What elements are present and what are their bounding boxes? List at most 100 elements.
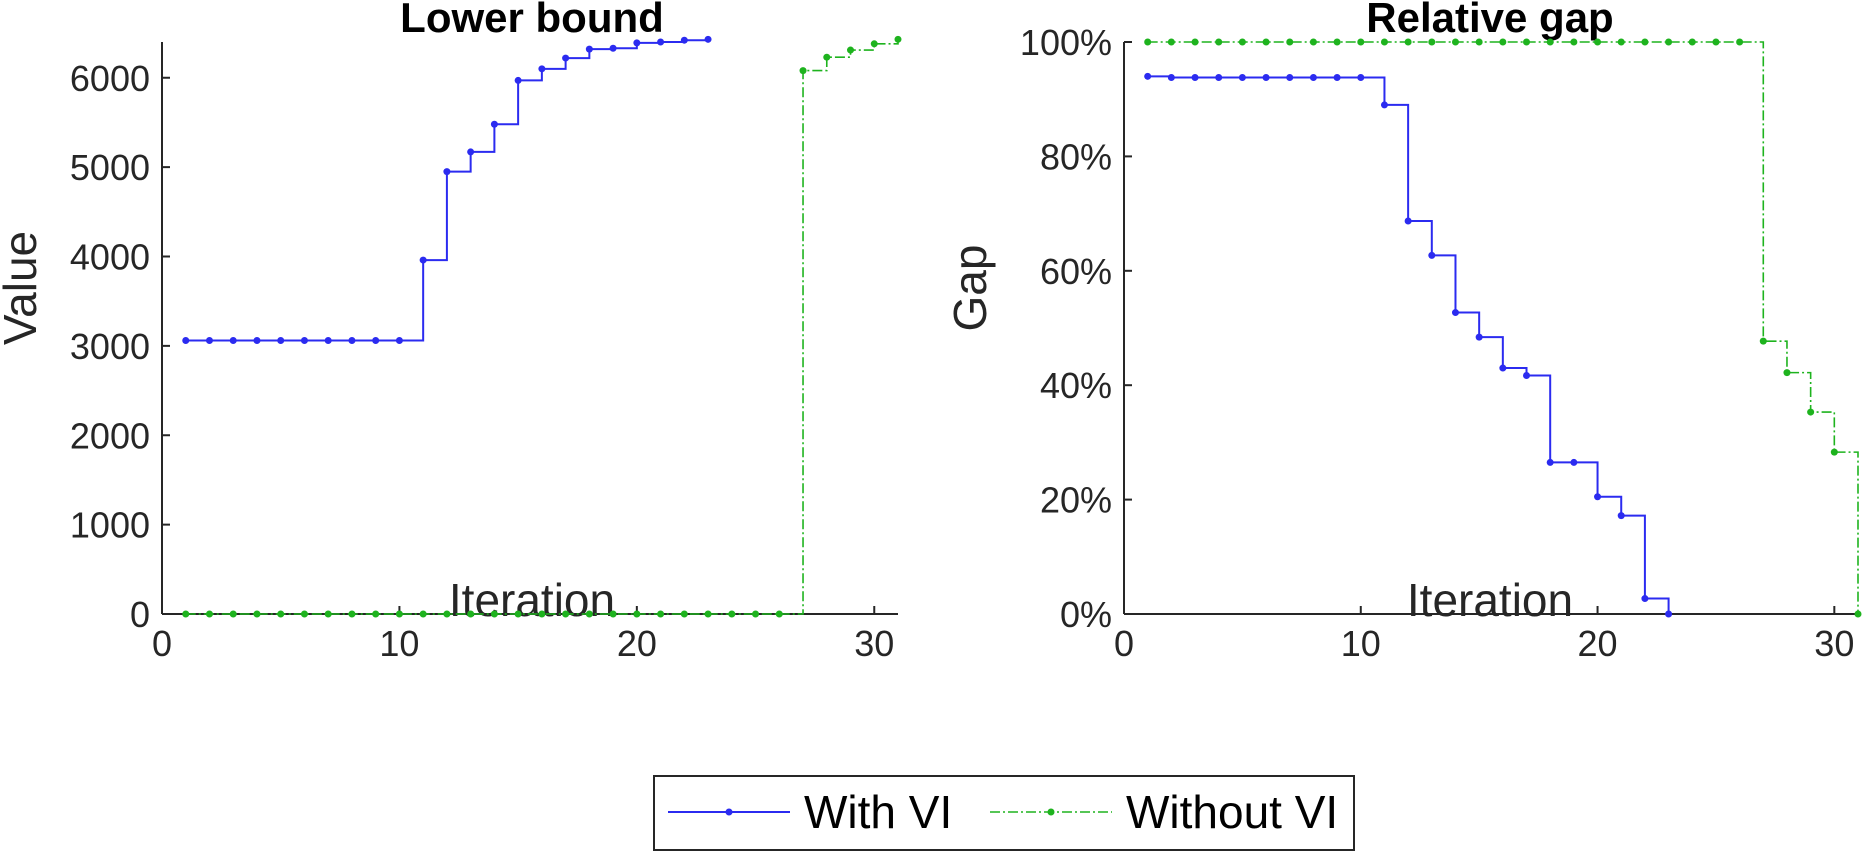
relative-gap-chart: Relative gap Iteration Gap 0 10 20 30 0% 20% 4… xyxy=(944,0,1862,664)
legend-label-with-vi: With VI xyxy=(804,786,952,838)
data-point-with-vi xyxy=(704,35,712,43)
y-tick-label: 6000 xyxy=(70,58,150,99)
data-point-with-vi xyxy=(1594,493,1602,501)
data-point-with-vi xyxy=(253,337,261,345)
data-point-with-vi xyxy=(490,120,498,128)
data-point-with-vi xyxy=(1286,73,1294,81)
data-point-with-vi xyxy=(1641,595,1649,603)
series-line-with-vi xyxy=(1147,75,1670,614)
x-tick-label: 10 xyxy=(1341,623,1381,664)
data-point-without-vi xyxy=(1570,38,1578,46)
data-point-without-vi xyxy=(752,610,760,618)
data-point-without-vi xyxy=(1688,38,1696,46)
y-tick-label: 80% xyxy=(1040,136,1112,177)
data-point-without-vi xyxy=(847,46,855,54)
data-point-with-vi xyxy=(182,337,190,345)
data-point-with-vi xyxy=(1404,217,1412,225)
data-point-without-vi xyxy=(395,610,403,618)
data-point-without-vi xyxy=(1380,38,1388,46)
data-point-without-vi xyxy=(1262,38,1270,46)
data-point-with-vi xyxy=(1475,333,1483,341)
data-point-with-vi xyxy=(395,337,403,345)
data-point-without-vi xyxy=(1309,38,1317,46)
data-point-with-vi xyxy=(633,39,641,47)
series-line-without-vi xyxy=(1147,41,1859,614)
data-point-without-vi xyxy=(799,67,807,75)
data-point-with-vi xyxy=(467,148,475,156)
data-point-with-vi xyxy=(1333,73,1341,81)
data-point-without-vi xyxy=(443,610,451,618)
data-point-with-vi xyxy=(1144,72,1152,80)
data-point-with-vi xyxy=(1238,73,1246,81)
data-point-without-vi xyxy=(1523,38,1531,46)
data-point-with-vi xyxy=(680,36,688,44)
data-point-without-vi xyxy=(1617,38,1625,46)
lower-bound-chart: Lower bound Iteration Value 0 10 20 30 0 1000… xyxy=(0,0,902,664)
data-point-with-vi xyxy=(1451,309,1459,317)
y-tick-label: 40% xyxy=(1040,365,1112,406)
data-point-with-vi xyxy=(1665,610,1673,618)
data-point-without-vi xyxy=(1451,38,1459,46)
plot-area xyxy=(1144,38,1862,618)
data-point-with-vi xyxy=(1191,73,1199,81)
data-point-without-vi xyxy=(657,610,665,618)
plot-area xyxy=(182,35,902,618)
legend: With VI Without VI xyxy=(653,775,1355,851)
x-tick-label: 10 xyxy=(379,623,419,664)
data-point-without-vi xyxy=(823,53,831,61)
y-tick-label: 0 xyxy=(130,594,150,635)
legend-marker-with-vi xyxy=(725,808,733,816)
data-point-with-vi xyxy=(514,76,522,84)
data-point-with-vi xyxy=(609,44,617,52)
data-point-without-vi xyxy=(1167,38,1175,46)
data-point-without-vi xyxy=(348,610,356,618)
axes: 0 10 20 30 0 1000 2000 3000 4000 5000 6000 xyxy=(70,42,898,664)
data-point-without-vi xyxy=(1238,38,1246,46)
data-point-without-vi xyxy=(1428,38,1436,46)
data-point-without-vi xyxy=(1641,38,1649,46)
x-axis-title: Iteration xyxy=(1407,574,1573,626)
data-point-without-vi xyxy=(609,610,617,618)
y-tick-label: 2000 xyxy=(70,415,150,456)
data-point-without-vi xyxy=(514,610,522,618)
data-point-with-vi xyxy=(1309,73,1317,81)
data-point-with-vi xyxy=(443,168,451,176)
data-point-with-vi xyxy=(1167,73,1175,81)
data-point-without-vi xyxy=(253,610,261,618)
data-point-with-vi xyxy=(1215,73,1223,81)
data-point-without-vi xyxy=(229,610,237,618)
data-point-without-vi xyxy=(1144,38,1152,46)
data-point-without-vi xyxy=(1499,38,1507,46)
x-tick-label: 0 xyxy=(152,623,172,664)
data-point-with-vi xyxy=(1380,101,1388,109)
data-point-with-vi xyxy=(1428,251,1436,259)
data-point-without-vi xyxy=(1712,38,1720,46)
data-point-without-vi xyxy=(704,610,712,618)
data-point-without-vi xyxy=(467,610,475,618)
x-tick-label: 0 xyxy=(1114,623,1134,664)
data-point-with-vi xyxy=(585,45,593,53)
data-point-with-vi xyxy=(1523,371,1531,379)
data-point-with-vi xyxy=(229,337,237,345)
data-point-with-vi xyxy=(1262,73,1270,81)
data-point-without-vi xyxy=(1546,38,1554,46)
data-point-with-vi xyxy=(205,337,213,345)
y-tick-label: 20% xyxy=(1040,480,1112,521)
chart-title: Lower bound xyxy=(400,0,664,41)
data-point-with-vi xyxy=(1499,364,1507,372)
y-tick-label: 3000 xyxy=(70,326,150,367)
data-point-with-vi xyxy=(1570,458,1578,466)
y-axis-title: Gap xyxy=(944,245,996,332)
data-point-without-vi xyxy=(1830,448,1838,456)
data-point-without-vi xyxy=(1475,38,1483,46)
y-tick-label: 100% xyxy=(1020,22,1112,63)
data-point-with-vi xyxy=(419,256,427,264)
y-tick-label: 0% xyxy=(1060,594,1112,635)
chart-title: Relative gap xyxy=(1366,0,1613,41)
data-point-without-vi xyxy=(538,610,546,618)
x-tick-label: 30 xyxy=(1814,623,1854,664)
data-point-with-vi xyxy=(1357,73,1365,81)
data-point-with-vi xyxy=(657,38,665,46)
data-point-without-vi xyxy=(419,610,427,618)
